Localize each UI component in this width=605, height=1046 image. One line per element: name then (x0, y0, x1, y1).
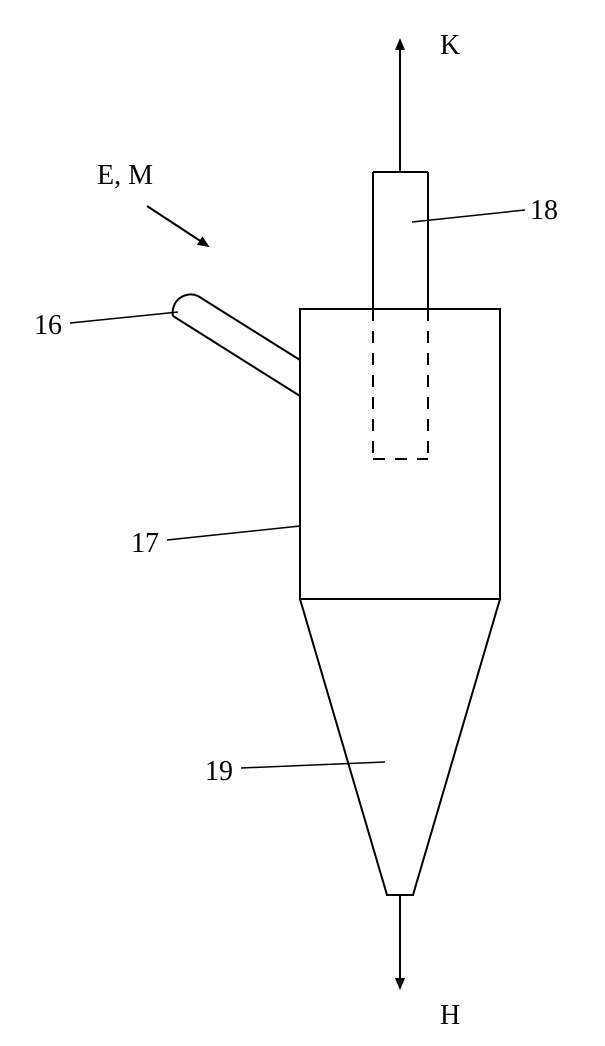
callout-19 (241, 762, 385, 768)
label-17: 17 (131, 528, 159, 560)
label-k: K (440, 30, 460, 62)
inlet-bottom-line (173, 316, 300, 396)
label-h: H (440, 1000, 460, 1032)
callout-16 (70, 312, 178, 323)
callout-17 (167, 526, 300, 540)
cone (300, 599, 500, 895)
label-18: 18 (530, 195, 558, 227)
em-arrow (147, 206, 208, 246)
body-rect (300, 309, 500, 599)
label-16: 16 (34, 310, 62, 342)
label-em: E, M (97, 160, 153, 192)
label-19: 19 (205, 756, 233, 788)
diagram-svg (0, 0, 605, 1046)
inlet-top-line (198, 296, 300, 360)
